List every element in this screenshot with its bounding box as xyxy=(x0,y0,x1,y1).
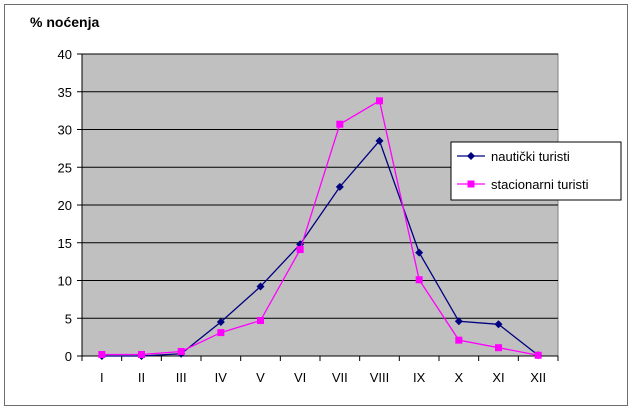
y-tick-label: 0 xyxy=(65,349,72,364)
data-point xyxy=(217,329,225,337)
data-point xyxy=(376,97,383,105)
legend-label: nautički turisti xyxy=(491,149,570,164)
legend-marker xyxy=(467,152,475,160)
legend-marker xyxy=(467,180,475,188)
series-2 xyxy=(98,97,542,359)
data-point xyxy=(455,336,463,344)
data-point xyxy=(415,248,424,257)
x-tick-label: II xyxy=(138,370,145,385)
x-tick-label: VII xyxy=(332,370,348,385)
legend-box xyxy=(450,141,622,201)
data-point xyxy=(257,317,264,325)
data-point xyxy=(296,246,304,254)
data-point xyxy=(216,318,225,327)
y-tick-label: 35 xyxy=(58,85,72,100)
x-tick-labels: I II III IV V VI VII VIII IX X XI XII xyxy=(81,356,559,385)
x-tick-label: XI xyxy=(492,370,504,385)
y-tick-label: 10 xyxy=(58,274,72,289)
x-tick-label: VIII xyxy=(370,370,390,385)
y-axis-title: % noćenja xyxy=(30,14,100,30)
data-point xyxy=(138,350,145,358)
legend-label: stacionarni turisti xyxy=(491,177,589,192)
data-point xyxy=(415,276,423,284)
data-point xyxy=(177,347,185,355)
data-point xyxy=(495,344,502,352)
y-tick-label: 25 xyxy=(58,160,72,175)
x-tick-label: I xyxy=(100,370,104,385)
x-tick-label: V xyxy=(256,370,265,385)
legend-item: stacionarni turisti xyxy=(457,177,589,192)
y-tick-labels: 0 5 10 15 20 25 30 35 40 xyxy=(58,47,82,364)
data-point xyxy=(494,320,503,329)
y-tick-label: 40 xyxy=(58,47,72,62)
data-point xyxy=(534,351,542,359)
x-tick-label: XII xyxy=(530,370,546,385)
data-point xyxy=(335,182,344,191)
x-tick-label: IV xyxy=(215,370,228,385)
series-line xyxy=(101,99,539,356)
data-point xyxy=(454,317,463,326)
data-point xyxy=(256,282,265,291)
data-point xyxy=(336,120,344,128)
x-tick-label: IX xyxy=(413,370,426,385)
data-point xyxy=(375,136,384,145)
gridlines xyxy=(82,53,558,319)
x-tick-label: X xyxy=(454,370,463,385)
legend: nautički turisti stacionarni turisti xyxy=(450,141,622,201)
y-tick-label: 20 xyxy=(58,198,72,213)
y-tick-label: 30 xyxy=(58,123,72,138)
series-line xyxy=(101,139,539,357)
legend-item: nautički turisti xyxy=(457,149,570,164)
series-group xyxy=(97,97,543,360)
y-tick-label: 5 xyxy=(65,311,72,326)
x-tick-label: III xyxy=(176,370,187,385)
x-tick-label: VI xyxy=(294,370,306,385)
y-tick-label: 15 xyxy=(58,236,72,251)
data-point xyxy=(98,350,106,358)
